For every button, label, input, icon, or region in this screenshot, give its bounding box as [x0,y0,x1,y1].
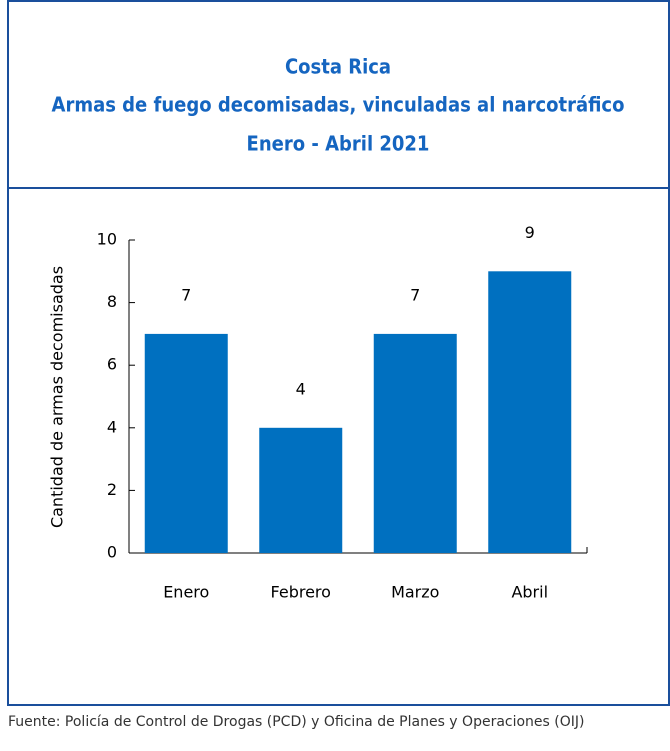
chart-title: Enero - Abril 2021 [247,132,430,156]
value-label: 4 [296,379,306,398]
chart-box [7,187,670,706]
x-tick-label: Enero [163,583,209,602]
value-label: 7 [181,285,191,304]
x-tick-label: Marzo [391,583,439,602]
y-tick-label: 6 [107,355,117,374]
bar [488,271,572,553]
bar [144,333,228,553]
y-tick-label: 4 [107,417,117,436]
y-tick-label: 2 [107,480,117,499]
chart-title: Costa Rica [285,55,391,79]
value-label: 9 [525,223,535,242]
x-tick-label: Abril [511,583,548,602]
y-tick-label: 8 [107,292,117,311]
source-note: Fuente: Policía de Control de Drogas (PC… [8,714,584,730]
bar [259,427,343,553]
y-tick-label: 10 [97,230,117,249]
bar [373,333,457,553]
x-tick-label: Febrero [271,583,331,602]
y-axis-label: Cantidad de armas decomisadas [48,266,67,528]
chart-title: Armas de fuego decomisadas, vinculadas a… [52,93,625,117]
y-tick-label: 0 [107,543,117,562]
value-label: 7 [410,285,420,304]
